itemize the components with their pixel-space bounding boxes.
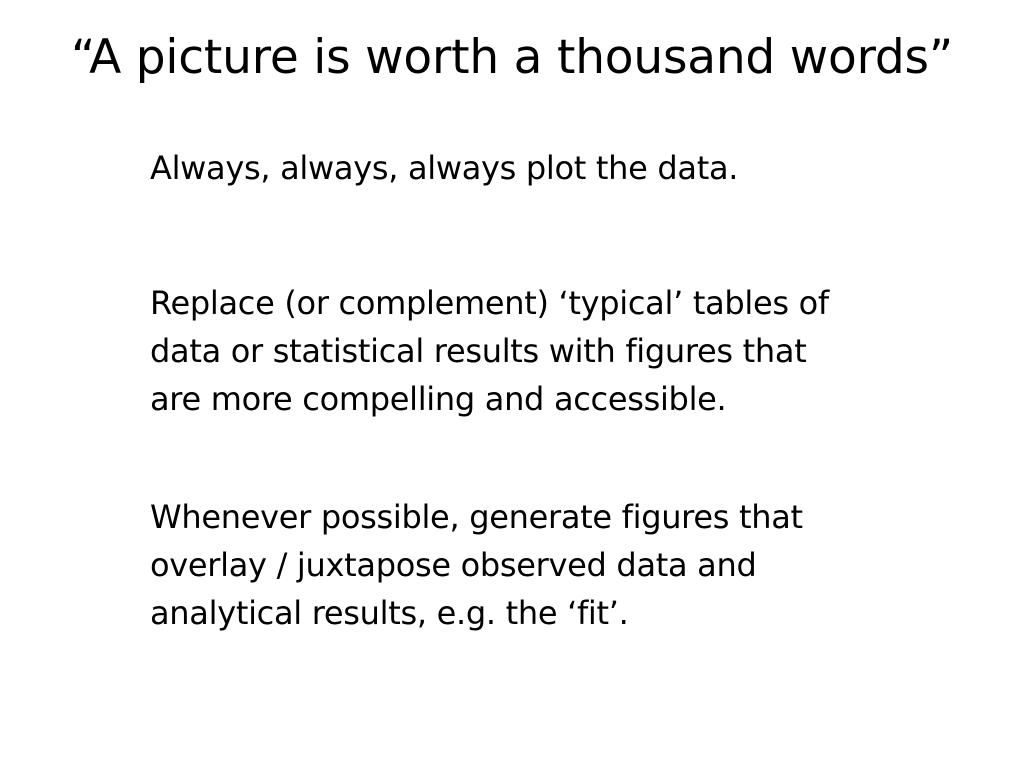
- point-3-line-1: Whenever possible, generate figures that: [150, 498, 803, 536]
- slide-title: “A picture is worth a thousand words”: [71, 30, 953, 85]
- point-list: Always, always, always plot the data. Re…: [150, 144, 910, 637]
- point-3: Whenever possible, generate figures that…: [150, 493, 910, 637]
- point-2-line-3: are more compelling and accessible.: [150, 380, 727, 418]
- point-2-line-1: Replace (or complement) ‘typical’ tables…: [150, 284, 829, 322]
- point-1-line-1: Always, always, always plot the data.: [150, 149, 739, 187]
- point-3-line-3: analytical results, e.g. the ‘fit’.: [150, 594, 629, 632]
- point-3-line-2: overlay / juxtapose observed data and: [150, 546, 757, 584]
- point-2: Replace (or complement) ‘typical’ tables…: [150, 279, 910, 423]
- point-1: Always, always, always plot the data.: [150, 144, 910, 192]
- point-2-line-2: data or statistical results with figures…: [150, 332, 807, 370]
